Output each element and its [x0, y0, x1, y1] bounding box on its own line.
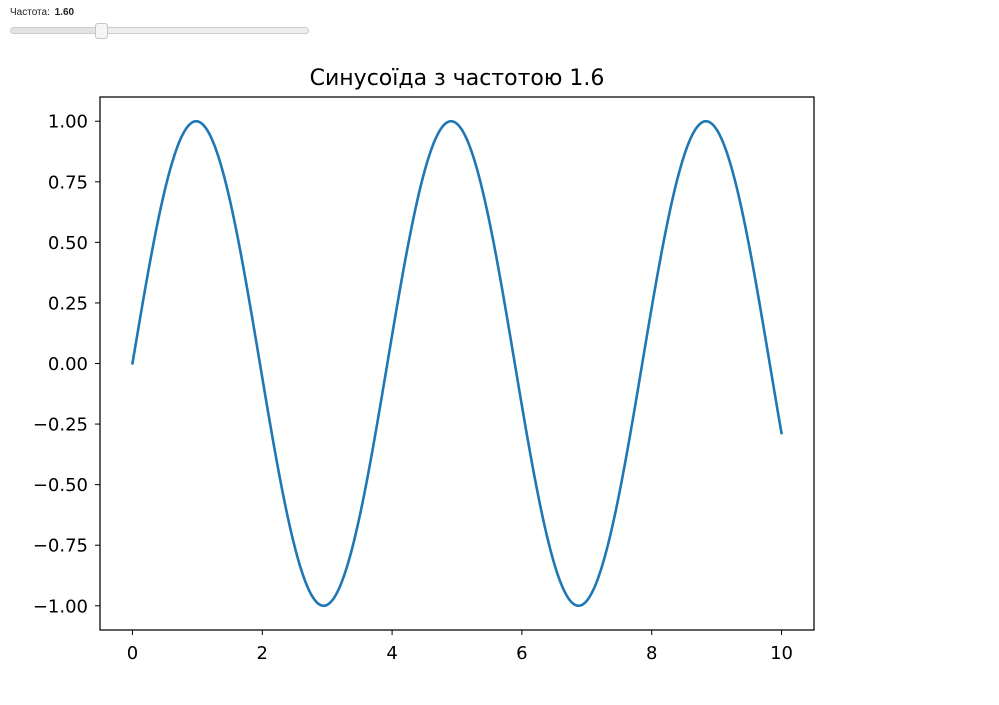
- x-tick-label: 10: [770, 643, 793, 664]
- frequency-label-text: Частота:: [10, 7, 50, 18]
- y-tick-label: 0.50: [48, 233, 88, 254]
- x-tick-label: 2: [257, 643, 268, 664]
- series-line-0: [131, 119, 783, 608]
- plot-area: 0 2 4 6 8 10 1.00 0.75 0.50 0.25 0.00 −0.25 −0.50 −0.…: [33, 112, 793, 664]
- y-tick-label: −0.50: [33, 475, 88, 496]
- axes-frame: [99, 96, 815, 631]
- frequency-slider-widget: Частота: 1.60: [10, 4, 310, 44]
- y-tick-label: 0.00: [48, 354, 88, 375]
- x-tick-label: 6: [516, 643, 527, 664]
- x-tick-label: 0: [127, 643, 138, 664]
- y-tick-label: 1.00: [48, 112, 88, 133]
- frequency-slider-track[interactable]: [10, 27, 309, 34]
- y-tick-label: 0.25: [48, 293, 88, 314]
- frequency-slider-fill: [11, 28, 103, 33]
- y-tick-label: −1.00: [33, 596, 88, 617]
- chart-title: Синусоїда з частотою 1.6: [310, 66, 605, 91]
- frequency-slider-handle[interactable]: [95, 23, 109, 39]
- x-tick-label: 4: [386, 643, 397, 664]
- y-tick-label: 0.75: [48, 172, 88, 193]
- x-tick-label: 8: [646, 643, 657, 664]
- frequency-value-readout: 1.60: [54, 7, 75, 18]
- y-tick-label: −0.75: [33, 536, 88, 557]
- frequency-slider-label: Частота: 1.60: [10, 7, 74, 18]
- y-tick-label: −0.25: [33, 415, 88, 436]
